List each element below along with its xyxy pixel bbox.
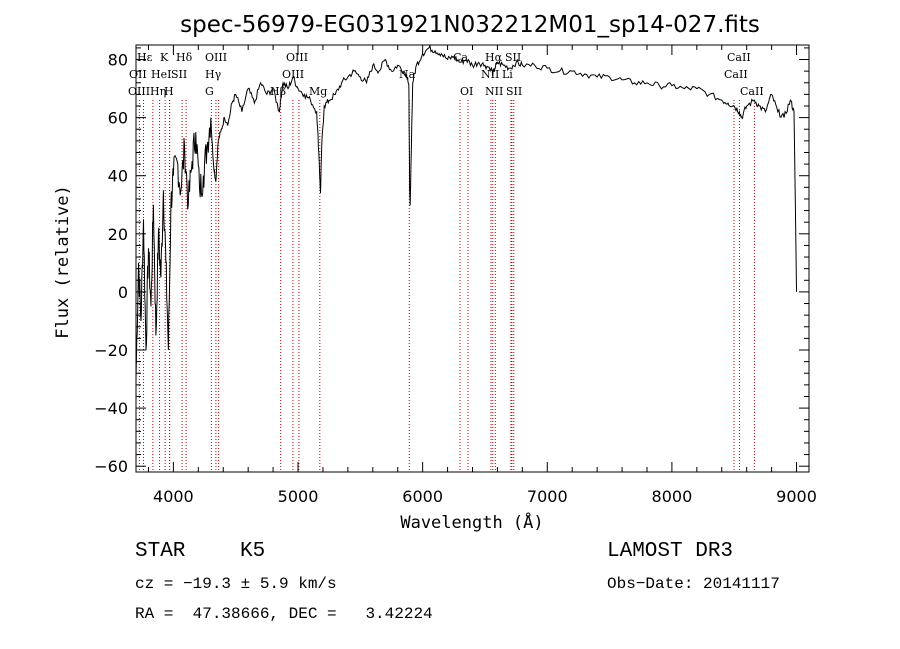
x-tick-label: 6000 [402,487,443,506]
line-label-r1-0: Hε [137,51,153,64]
line-label-r2-6: Li [502,68,513,81]
line-label-r3-6: Na [399,68,416,81]
y-tick-label: 80 [108,51,128,70]
survey-name: LAMOST DR3 [607,540,734,563]
y-tick-label: 20 [108,225,128,244]
y-tick-label: −60 [94,457,128,476]
y-tick-label: −20 [94,341,128,360]
line-label-r1-8: CaII [727,51,751,64]
y-tick-label: −40 [94,399,128,418]
line-label-r1-7: SII [505,51,521,64]
line-label-r1-4: OIII [286,51,308,64]
y-axis-ticks: −60 −40 −20 0 20 40 60 80 [94,47,809,476]
line-label-r3-10: CaII [740,85,764,98]
y-tick-label: 40 [108,167,128,186]
line-label-r3-5: Mg [309,85,327,98]
line-label-r2-0: OII [129,68,147,81]
x-tick-label: 4000 [153,487,194,506]
line-label-r3-2: H [164,85,174,98]
ra-dec: RA = 47.38666, DEC = 3.42224 [135,605,433,623]
y-axis-label: Flux (relative) [53,185,73,339]
spectral-line-labels: Hε K Hδ OIII OIII Ca Hα SII CaII OII HeI… [128,51,764,98]
spectrum-line [135,43,797,380]
object-subclass: K5 [240,540,266,563]
line-label-r2-2: SII [171,68,187,81]
plot-frame [135,44,810,473]
y-tick-label: 0 [118,283,128,302]
line-label-r3-3: G [205,85,214,98]
line-label-r3-4: Hβ [270,85,286,98]
x-tick-label: 5000 [278,487,319,506]
y-tick-label: 60 [108,109,128,128]
line-label-r3-1: Hη [150,85,166,98]
x-axis-label: Wavelength (Å) [400,511,543,533]
redshift-cz: cz = −19.3 ± 5.9 km/s [135,575,337,593]
line-label-r2-4: OIII [282,68,304,81]
x-tick-label: 9000 [776,487,817,506]
line-label-r3-0: OIII [128,85,150,98]
line-label-r1-6: Hα [485,51,503,64]
line-label-r2-1: HeI [151,68,171,81]
chart-title: spec-56979-EG031921N032212M01_sp14-027.f… [180,12,760,38]
line-label-r3-8: NII [485,85,503,98]
x-tick-label: 8000 [652,487,693,506]
line-label-r1-3: OIII [205,51,227,64]
object-class: STAR [135,540,186,563]
line-label-r1-2: Hδ [176,51,193,64]
line-label-r2-7: CaII [724,68,748,81]
line-label-r1-1: K [160,51,169,64]
observation-date: Obs−Date: 20141117 [607,575,780,593]
x-tick-label: 7000 [527,487,568,506]
line-label-r3-7: OI [460,85,473,98]
line-label-r2-3: Hγ [205,68,222,81]
x-axis-ticks: 4000 5000 6000 7000 8000 9000 [147,45,817,506]
line-label-r3-9: SII [506,85,522,98]
spectral-line-markers [138,100,755,472]
